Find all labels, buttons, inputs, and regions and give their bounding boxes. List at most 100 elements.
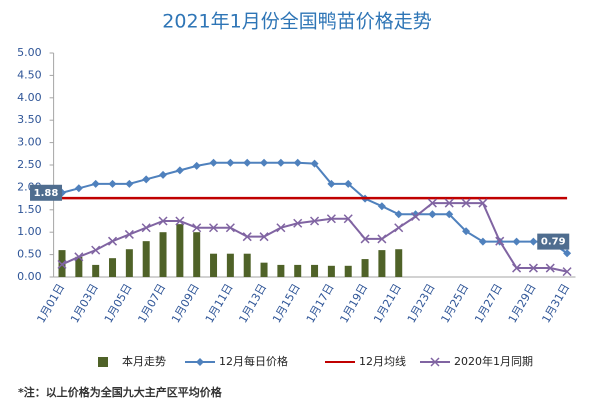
bar <box>92 264 100 277</box>
point <box>411 211 421 222</box>
point <box>225 223 235 233</box>
point <box>344 179 353 188</box>
x-tick-label: 1月07日 <box>135 282 168 326</box>
legend-label: 2020年1月同期 <box>454 354 533 368</box>
point <box>159 170 168 179</box>
x-tick-label: 1月13日 <box>236 282 269 326</box>
data-label: 0.79 <box>541 237 566 248</box>
x-tick-label: 1月19日 <box>337 282 370 326</box>
point <box>175 216 185 226</box>
point <box>175 166 184 175</box>
bar <box>142 241 150 277</box>
point <box>512 263 522 273</box>
point <box>226 158 235 167</box>
bar <box>75 256 83 277</box>
point <box>91 179 100 188</box>
point <box>427 198 437 208</box>
point <box>259 232 269 242</box>
x-tick-label: 1月31日 <box>540 282 573 326</box>
point <box>242 232 252 242</box>
x-tick-label: 1月29日 <box>506 282 539 326</box>
x-tick-label: 1月05日 <box>102 282 135 326</box>
bar <box>193 232 201 277</box>
point <box>260 158 269 167</box>
bar <box>361 259 369 277</box>
point <box>74 184 83 193</box>
point <box>209 158 218 167</box>
legend-label: 12月每日价格 <box>219 354 288 368</box>
bar <box>109 258 117 277</box>
data-label-box <box>537 233 570 250</box>
point <box>478 198 488 208</box>
bar <box>210 253 218 277</box>
legend-label: 12月均线 <box>359 354 406 368</box>
point <box>91 245 101 255</box>
point <box>192 223 202 233</box>
bar <box>294 264 302 277</box>
point <box>209 223 219 233</box>
point <box>192 161 201 170</box>
x-tick-label: 1月25日 <box>439 282 472 326</box>
point <box>141 223 151 233</box>
x-tick-label: 1月03日 <box>68 282 101 326</box>
bar <box>159 232 167 277</box>
bar <box>311 264 319 277</box>
point <box>293 158 302 167</box>
point <box>562 267 572 277</box>
footnote: *注：以上价格为全国九大主产区平均价格 <box>18 385 223 399</box>
point <box>124 229 134 239</box>
y-tick-label: 0.50 <box>17 248 42 261</box>
y-tick-label: 0.00 <box>17 270 42 283</box>
point <box>276 223 286 233</box>
chart-title: 2021年1月份全国鸭苗价格走势 <box>162 11 431 33</box>
x-tick-label: 1月01日 <box>34 282 67 326</box>
y-tick-label: 4.00 <box>17 91 42 104</box>
bar <box>176 224 184 277</box>
data-label-box <box>30 184 63 201</box>
point <box>326 214 336 224</box>
point <box>478 237 487 246</box>
bar <box>327 265 335 277</box>
point <box>74 252 84 262</box>
bar <box>395 249 403 277</box>
legend-label: 本月走势 <box>122 354 166 368</box>
y-tick-label: 4.50 <box>17 68 42 81</box>
point <box>343 214 353 224</box>
point <box>430 357 440 367</box>
bar <box>260 262 268 277</box>
point <box>196 358 204 366</box>
y-tick-label: 5.00 <box>17 46 42 59</box>
x-tick-label: 1月17日 <box>304 282 337 326</box>
point <box>107 236 118 246</box>
point <box>327 179 336 188</box>
point <box>360 234 370 244</box>
point <box>461 198 471 208</box>
x-tick-label: 1月27日 <box>472 282 505 326</box>
x-tick-label: 1月21日 <box>371 282 404 326</box>
bar <box>277 264 285 277</box>
point <box>377 202 386 211</box>
point <box>411 210 420 219</box>
bar <box>125 249 133 277</box>
line <box>61 202 568 273</box>
point <box>377 234 387 244</box>
point <box>444 198 454 208</box>
point <box>142 175 151 184</box>
point <box>462 227 471 236</box>
bar <box>378 250 386 277</box>
point <box>243 158 252 167</box>
point <box>57 259 67 269</box>
y-tick-label: 3.50 <box>17 113 42 126</box>
point <box>125 179 134 188</box>
line <box>61 161 568 255</box>
point <box>563 249 572 258</box>
point <box>428 210 437 219</box>
point <box>545 263 555 273</box>
point <box>445 210 454 219</box>
point <box>529 237 538 246</box>
point <box>276 158 285 167</box>
y-tick-label: 1.00 <box>17 225 42 238</box>
point <box>108 179 117 188</box>
point <box>528 263 538 273</box>
x-tick-label: 1月11日 <box>203 282 236 326</box>
